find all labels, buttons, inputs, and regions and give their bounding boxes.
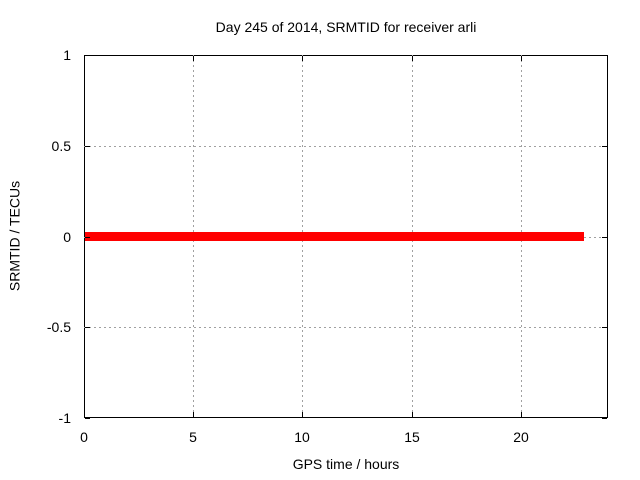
- x-tick-label: 20: [513, 429, 529, 445]
- x-tick-label: 0: [80, 429, 88, 445]
- x-tick-label: 10: [294, 429, 310, 445]
- y-tick-label: 0.5: [51, 138, 71, 154]
- y-tick-label: -0.5: [46, 319, 71, 335]
- x-tick-label: 15: [404, 429, 420, 445]
- y-tick-label: -1: [58, 410, 71, 426]
- y-tick-right: [602, 418, 607, 419]
- y-axis-label: SRMTID / TECUs: [6, 180, 23, 292]
- y-tick-label: 1: [63, 47, 71, 63]
- x-tick-label: 5: [189, 429, 197, 445]
- chart-title: Day 245 of 2014, SRMTID for receiver arl…: [215, 19, 477, 35]
- plot-area: [84, 55, 608, 418]
- y-tick-left: [85, 418, 90, 419]
- x-axis-label: GPS time / hours: [292, 456, 400, 472]
